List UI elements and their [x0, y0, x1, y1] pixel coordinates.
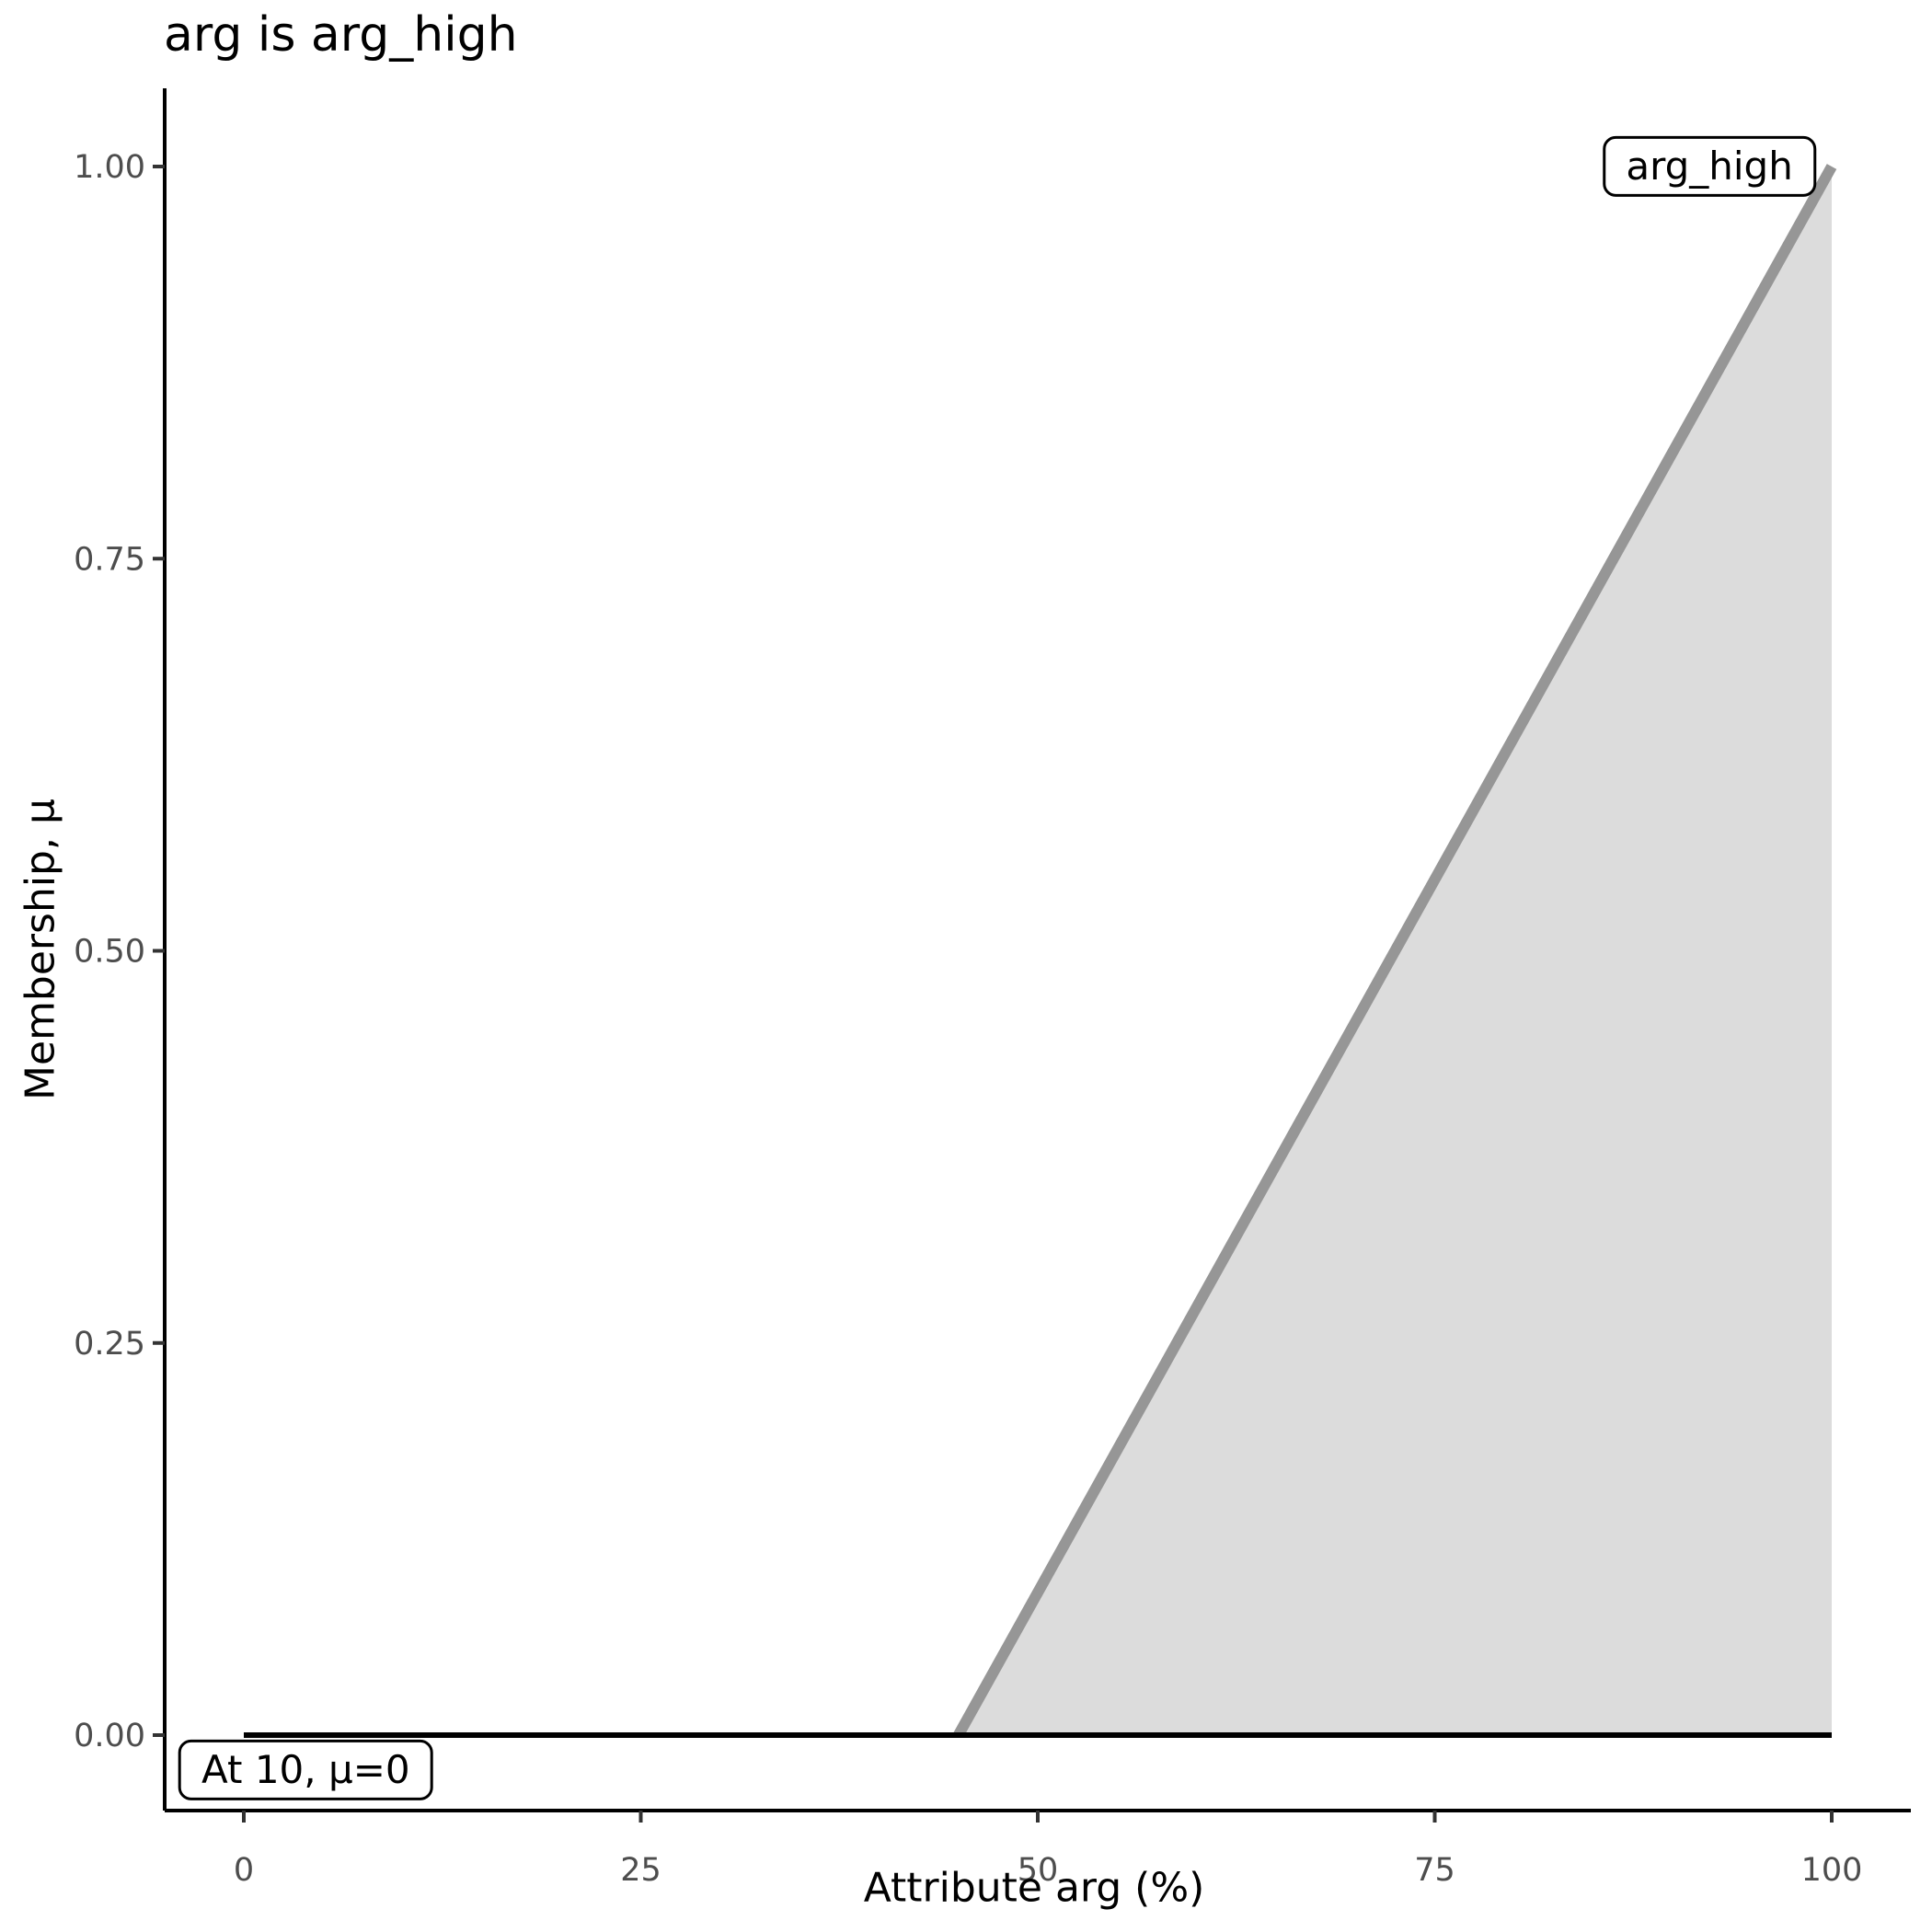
x-tick-label: 50 [1018, 1852, 1059, 1889]
y-tick-label: 0.00 [74, 1718, 145, 1754]
evaluation-label-at-10: At 10, μ=0 [178, 1739, 433, 1800]
plot-title: arg is arg_high [164, 7, 518, 63]
y-axis-title: Membership, μ [17, 799, 64, 1100]
y-tick-label: 0.50 [74, 934, 145, 971]
series-label-arg-high: arg_high [1603, 135, 1816, 198]
x-tick-label: 100 [1801, 1852, 1863, 1889]
y-tick-label: 0.25 [74, 1326, 145, 1363]
x-axis-title: Attribute arg (%) [863, 1864, 1205, 1912]
x-tick-label: 25 [620, 1852, 661, 1889]
membership-function-line [953, 164, 1837, 1738]
y-tick-label: 1.00 [74, 149, 145, 186]
y-tick-label: 0.75 [74, 541, 145, 578]
x-tick-label: 0 [234, 1852, 254, 1889]
x-tick-label: 75 [1414, 1852, 1455, 1889]
